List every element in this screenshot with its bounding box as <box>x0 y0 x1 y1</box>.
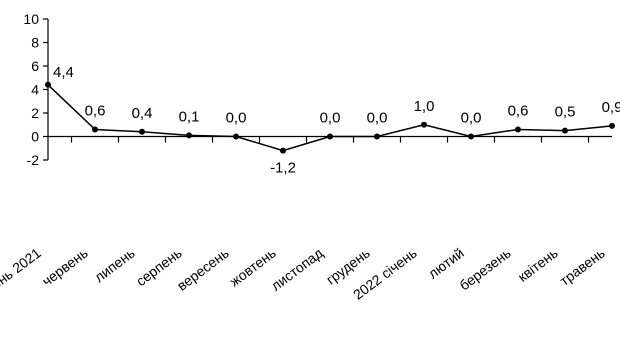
x-category-label: лютий <box>425 245 467 282</box>
data-point <box>233 133 239 140</box>
data-label: 0,4 <box>132 105 153 122</box>
data-label: 0,6 <box>85 102 106 119</box>
x-category-label: травень 2021 <box>0 244 44 309</box>
x-category-label: травень <box>557 245 608 289</box>
x-category-label: червень <box>39 245 91 290</box>
data-point <box>280 147 286 154</box>
data-label: 0,0 <box>461 110 482 127</box>
data-point <box>562 127 568 134</box>
y-tick-label: -2 <box>27 152 40 168</box>
data-point <box>515 126 521 133</box>
axes-layer: -2 0 2 4 6 8 10 <box>23 11 612 168</box>
y-tick-label: 10 <box>23 11 39 27</box>
y-tick-label: 6 <box>31 58 39 74</box>
data-point <box>139 128 145 135</box>
data-point <box>186 132 192 139</box>
x-category-label: квітень <box>515 245 561 285</box>
y-tick-label: 0 <box>31 129 39 145</box>
x-category-label: листопад <box>268 245 326 294</box>
data-point <box>421 121 427 128</box>
data-label: 0,0 <box>367 110 388 127</box>
data-point <box>609 122 615 129</box>
data-label: 0,0 <box>320 110 341 127</box>
data-point <box>327 133 333 140</box>
data-label: 4,4 <box>53 64 74 81</box>
y-tick-label: 4 <box>31 82 39 98</box>
y-tick-label: 8 <box>31 35 39 51</box>
data-point <box>374 133 380 140</box>
data-point <box>45 81 51 88</box>
data-point <box>468 133 474 140</box>
data-label: 0,5 <box>555 104 576 121</box>
data-label: 0,0 <box>226 110 247 127</box>
data-point <box>92 126 98 133</box>
x-category-label: липень <box>91 245 138 286</box>
x-category-label: вересень <box>174 245 232 294</box>
data-label: 0,9 <box>602 99 620 116</box>
series-layer <box>45 81 615 154</box>
y-tick-label: 2 <box>31 105 39 121</box>
x-category-label: березень <box>456 245 514 294</box>
data-label: 1,0 <box>414 98 435 115</box>
data-label: -1,2 <box>270 160 296 177</box>
data-label: 0,1 <box>179 108 200 125</box>
data-label: 0,6 <box>508 102 529 119</box>
